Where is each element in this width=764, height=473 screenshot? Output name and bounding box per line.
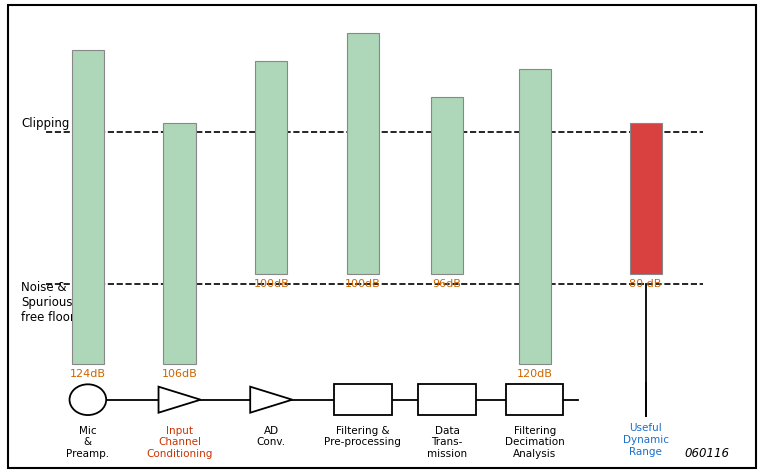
Text: Useful
Dynamic
Range: Useful Dynamic Range bbox=[623, 423, 668, 456]
Bar bbox=[347, 33, 379, 274]
Text: Input
Channel
Conditioning: Input Channel Conditioning bbox=[147, 426, 212, 459]
Polygon shape bbox=[159, 387, 200, 412]
Text: 120dB: 120dB bbox=[517, 369, 552, 379]
Text: 060116: 060116 bbox=[685, 447, 730, 460]
Text: Data
Trans-
mission: Data Trans- mission bbox=[427, 426, 467, 459]
Text: 124dB: 124dB bbox=[70, 369, 106, 379]
Bar bbox=[72, 50, 104, 364]
Bar bbox=[506, 384, 563, 415]
Text: Mic
&
Preamp.: Mic & Preamp. bbox=[66, 426, 109, 459]
Text: Filtering &
Pre-processing: Filtering & Pre-processing bbox=[325, 426, 401, 447]
Text: 106dB: 106dB bbox=[162, 369, 197, 379]
Ellipse shape bbox=[70, 384, 106, 415]
Bar bbox=[335, 384, 391, 415]
Text: Noise &
Spurious
free floor: Noise & Spurious free floor bbox=[21, 281, 76, 324]
Text: 80 dB: 80 dB bbox=[630, 279, 662, 289]
Bar bbox=[431, 97, 463, 274]
Polygon shape bbox=[251, 387, 293, 412]
Text: 96dB: 96dB bbox=[432, 279, 461, 289]
FancyBboxPatch shape bbox=[8, 5, 756, 468]
Bar bbox=[519, 69, 551, 364]
Bar bbox=[255, 61, 287, 274]
Text: Filtering
Decimation
Analysis: Filtering Decimation Analysis bbox=[505, 426, 565, 459]
Text: AD
Conv.: AD Conv. bbox=[257, 426, 286, 447]
Bar bbox=[163, 123, 196, 364]
Bar bbox=[419, 384, 475, 415]
Text: 100dB: 100dB bbox=[254, 279, 289, 289]
Text: 100dB: 100dB bbox=[345, 279, 380, 289]
Text: Clipping: Clipping bbox=[21, 117, 70, 130]
Bar bbox=[630, 123, 662, 274]
